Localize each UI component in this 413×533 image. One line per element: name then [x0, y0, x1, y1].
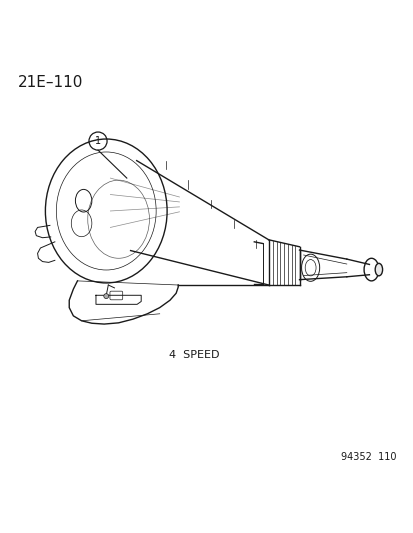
Text: 4  SPEED: 4 SPEED [169, 350, 219, 360]
Text: 21E–110: 21E–110 [18, 75, 83, 90]
Text: 1: 1 [95, 136, 101, 146]
Ellipse shape [374, 263, 382, 276]
Circle shape [104, 294, 109, 298]
Text: 94352  110: 94352 110 [340, 452, 395, 462]
